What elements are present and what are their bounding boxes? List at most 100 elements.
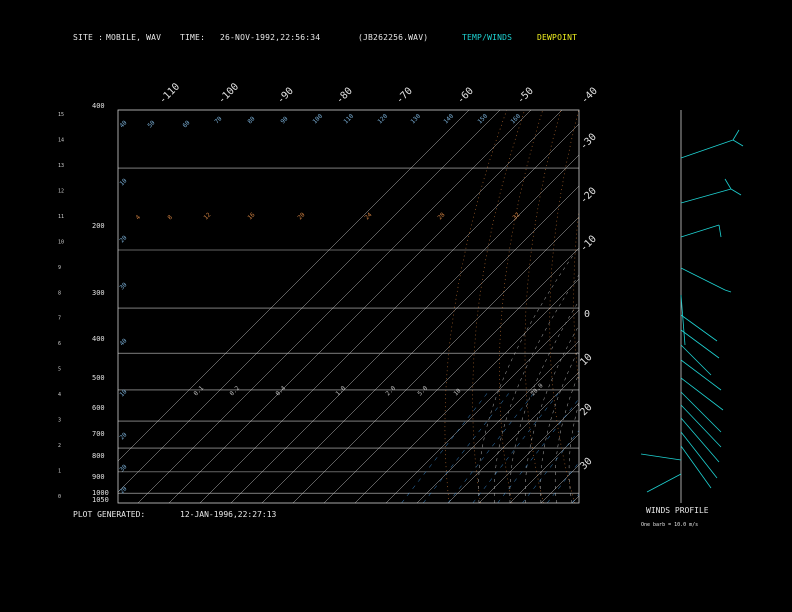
- isotherm-line: [118, 110, 470, 462]
- wind-barb: [680, 391, 722, 433]
- dry-adiabat-label: 4: [134, 214, 142, 222]
- winds-barb-note: One barb = 10.0 m/s: [641, 522, 699, 528]
- isotherm-right-label: 30: [578, 456, 594, 472]
- pressure-label: 1000: [92, 489, 109, 497]
- top-diagonal-label: 80: [246, 115, 256, 125]
- dry-adiabat-label: 16: [246, 211, 256, 221]
- height-tick-label: 15: [58, 112, 64, 118]
- header-time-value: 26-NOV-1992,22:56:34: [220, 33, 321, 42]
- top-diagonal-label: 150: [476, 113, 489, 126]
- plot-generated-value: 12-JAN-1996,22:27:13: [180, 510, 277, 519]
- header-time-label: TIME:: [180, 33, 206, 42]
- dry-adiabat-label: 20: [296, 211, 306, 221]
- isotherm-line: [354, 278, 579, 503]
- moist-adiabat-line: [593, 168, 717, 503]
- wind-barb: [680, 377, 724, 411]
- isotherm-right-label: 0: [584, 309, 590, 320]
- top-diagonal-label: 160: [509, 113, 522, 126]
- isotherm-line: [447, 371, 579, 503]
- dry-adiabat-line: [619, 110, 669, 503]
- winds-profile-title: WINDS PROFILE: [646, 506, 709, 515]
- dry-adiabat-line: [573, 208, 579, 387]
- dry-adiabat-label: 12: [202, 211, 212, 221]
- pressure-label: 900: [92, 473, 105, 481]
- isotherm-top-label: -110: [157, 81, 182, 106]
- mixing-ratio-line: [423, 389, 512, 503]
- height-tick-label: 11: [58, 214, 64, 220]
- top-diagonal-label: 60: [181, 119, 191, 129]
- dry-adiabat-line: [641, 110, 701, 503]
- dry-adiabat-label: 8: [166, 214, 174, 222]
- wind-barb: [680, 267, 726, 291]
- isotherm-line: [261, 185, 579, 503]
- isotherm-line: [230, 154, 579, 503]
- legend-temp-winds: TEMP/WINDS: [462, 33, 513, 42]
- dry-adiabat-line: [777, 110, 792, 503]
- isotherm-line: [118, 110, 501, 493]
- isotherm-right-label: -20: [578, 186, 599, 207]
- isotherm-line: [137, 110, 532, 503]
- isotherm-line: [416, 340, 579, 503]
- isotherm-line: [292, 216, 579, 503]
- pressure-label: 700: [92, 430, 105, 438]
- dry-adiabat-line: [549, 110, 579, 503]
- moist-adiabat-line: [493, 274, 579, 503]
- wind-barb: [646, 473, 682, 493]
- mixing-ratio-label: 1.0: [334, 385, 347, 398]
- isotherm-line: [603, 110, 792, 503]
- dewpoint-profile: [584, 110, 693, 493]
- isotherm-right-label: -10: [578, 234, 599, 255]
- left-diagonal-label: 10: [118, 388, 128, 398]
- wind-barb: [724, 178, 732, 190]
- dry-adiabat-line: [741, 110, 792, 503]
- dry-adiabat-line: [683, 110, 764, 503]
- wind-barb: [680, 188, 732, 204]
- top-diagonal-label: 100: [311, 113, 324, 126]
- isotherm-line: [385, 309, 579, 503]
- dry-adiabat-label: 28: [436, 211, 446, 221]
- isotherm-top-label: -100: [216, 81, 241, 106]
- legend-dewpoint: DEWPOINT: [537, 33, 578, 42]
- pressure-label: 400: [92, 102, 105, 110]
- top-diagonal-label: 140: [442, 113, 455, 126]
- wind-barb: [680, 344, 712, 376]
- height-tick-label: 9: [58, 265, 61, 271]
- height-tick-label: 0: [58, 494, 61, 500]
- top-diagonal-label: 120: [376, 113, 389, 126]
- wind-barb: [680, 314, 718, 342]
- left-diagonal-label: 10: [118, 177, 128, 187]
- height-tick-label: 2: [58, 443, 61, 449]
- isotherm-line: [634, 110, 792, 503]
- height-tick-label: 7: [58, 316, 61, 322]
- height-tick-label: 14: [58, 137, 64, 143]
- height-tick-label: 4: [58, 392, 61, 398]
- wind-barb: [680, 404, 722, 448]
- wind-barb: [680, 329, 720, 359]
- pressure-label: 500: [92, 374, 105, 382]
- wind-barb: [680, 139, 734, 159]
- plot-generated-label: PLOT GENERATED:: [73, 510, 146, 519]
- left-diagonal-label: 40: [118, 337, 128, 347]
- height-tick-label: 8: [58, 290, 61, 296]
- height-tick-label: 12: [58, 188, 64, 194]
- wind-barb: [680, 224, 720, 238]
- dry-adiabat-line: [722, 110, 792, 503]
- top-diagonal-label: 70: [213, 115, 223, 125]
- plot-frame: [117, 109, 580, 504]
- header-file-value: (JB262256.WAV): [358, 33, 429, 42]
- mixing-ratio-label: 0.2: [228, 385, 241, 398]
- pressure-label: 600: [92, 404, 105, 412]
- isotherm-line: [199, 123, 579, 503]
- mixing-ratio-label: 0.1: [192, 385, 205, 398]
- mixing-ratio-line: [497, 398, 579, 503]
- top-diagonal-label: 50: [146, 119, 156, 129]
- isotherm-top-label: -40: [579, 86, 600, 107]
- pressure-label: 300: [92, 289, 105, 297]
- isotherm-top-label: -60: [455, 86, 476, 107]
- height-tick-label: 5: [58, 367, 61, 373]
- wind-barb: [680, 294, 686, 346]
- top-diagonal-label: 110: [342, 113, 355, 126]
- isotherm-top-label: -90: [275, 86, 296, 107]
- left-diagonal-label: 20: [118, 431, 128, 441]
- moist-adiabat-line: [524, 324, 579, 503]
